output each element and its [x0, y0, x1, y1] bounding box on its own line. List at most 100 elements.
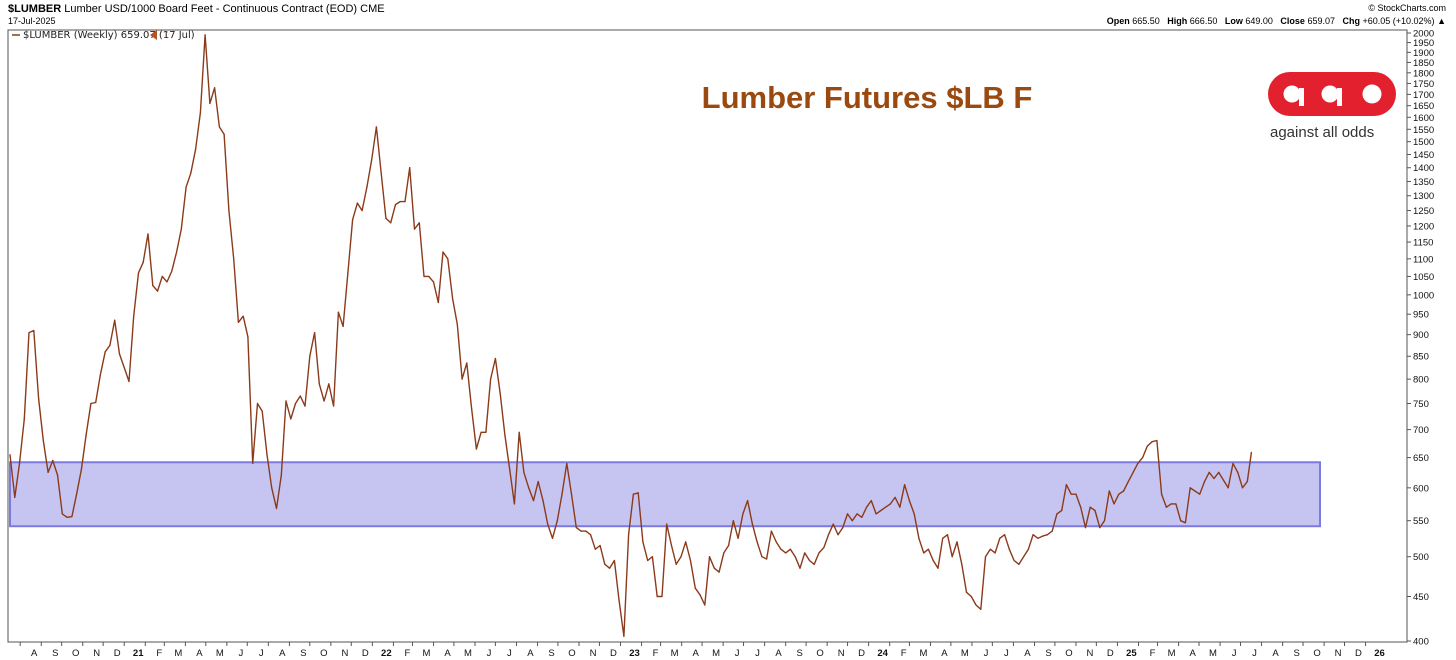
price-point	[1046, 534, 1049, 536]
price-point	[237, 321, 240, 323]
price-point	[885, 506, 887, 508]
price-point	[1042, 535, 1044, 537]
price-point	[794, 556, 796, 558]
price-point	[204, 34, 206, 36]
x-tick-label: J	[487, 648, 492, 659]
x-tick-label: D	[1107, 648, 1114, 659]
price-point	[708, 556, 711, 558]
price-point	[1051, 530, 1053, 532]
price-point	[304, 405, 306, 407]
price-point	[647, 559, 649, 562]
y-tick-label: 950	[1413, 310, 1429, 321]
price-point	[761, 556, 763, 558]
price-point	[999, 537, 1001, 539]
price-point	[342, 325, 344, 327]
price-point	[818, 552, 820, 554]
y-tick-label: 1850	[1413, 58, 1434, 69]
x-tick-label: O	[72, 648, 79, 659]
x-tick-label: F	[405, 648, 411, 659]
price-point	[1232, 462, 1234, 465]
price-point	[804, 552, 806, 554]
price-point	[461, 378, 463, 380]
price-point	[328, 383, 330, 385]
price-point	[970, 595, 972, 598]
chg-value: +60.05 (+10.02%)	[1362, 16, 1435, 26]
price-point	[1237, 471, 1239, 474]
price-point	[1070, 493, 1072, 495]
y-tick-label: 1150	[1413, 238, 1433, 249]
price-point	[656, 595, 658, 598]
price-point	[1013, 559, 1015, 562]
price-point	[1218, 471, 1220, 474]
x-tick-label: J	[735, 648, 740, 659]
y-tick-label: 550	[1413, 516, 1429, 527]
x-tick-label: A	[1189, 648, 1196, 659]
x-tick-label: M	[216, 648, 224, 659]
price-point	[437, 301, 439, 304]
price-point	[585, 530, 587, 532]
x-tick-label: N	[590, 648, 597, 659]
price-point	[332, 405, 335, 407]
x-tick-label: J	[984, 648, 989, 659]
price-point	[1008, 548, 1010, 550]
price-point	[937, 567, 939, 569]
price-point	[951, 556, 953, 558]
marker-dots: ···	[160, 28, 169, 38]
price-point	[209, 102, 211, 104]
price-point	[661, 595, 663, 598]
y-tick-label: 1350	[1413, 177, 1434, 188]
price-point	[47, 471, 49, 474]
chart-header: $LUMBER Lumber USD/1000 Board Feet - Con…	[8, 3, 385, 15]
price-point	[604, 563, 606, 565]
legend-text: $LUMBER (Weekly) 659.07 (17 Jul)	[23, 30, 195, 41]
price-point	[199, 112, 201, 114]
x-tick-label: S	[1293, 648, 1299, 659]
price-point	[894, 496, 896, 498]
price-point	[366, 186, 368, 188]
price-point	[1213, 477, 1215, 480]
price-point	[1122, 490, 1125, 492]
x-tick-label: M	[422, 648, 430, 659]
price-line-series	[9, 34, 1253, 637]
y-tick-label: 1700	[1413, 90, 1434, 101]
price-point	[1084, 527, 1087, 529]
price-point	[399, 200, 401, 203]
aao-circles-logo	[1268, 72, 1396, 116]
x-tick-label: D	[610, 648, 617, 659]
x-tick-label: S	[797, 648, 803, 659]
x-tick-label: A	[279, 648, 286, 659]
x-tick-label: D	[858, 648, 865, 659]
price-point	[228, 209, 230, 212]
price-point	[1099, 527, 1101, 529]
x-tick-label: 21	[133, 648, 144, 659]
price-point	[385, 217, 387, 219]
price-point	[537, 480, 539, 483]
price-point	[832, 523, 834, 525]
y-tick-label: 450	[1413, 592, 1429, 603]
plot-frame	[7, 29, 1408, 643]
price-point	[623, 635, 625, 637]
price-point	[766, 558, 768, 560]
price-point	[751, 523, 753, 525]
price-point	[713, 567, 715, 569]
price-point	[1208, 471, 1210, 474]
price-point	[1146, 445, 1148, 447]
price-point	[1161, 493, 1163, 495]
price-point	[528, 487, 530, 489]
x-tick-label: J	[507, 648, 512, 659]
x-tick-label: J	[259, 648, 264, 659]
x-tick-label: A	[196, 648, 203, 659]
price-point	[1094, 509, 1096, 512]
price-point	[813, 563, 815, 565]
price-point	[1184, 522, 1187, 524]
price-point	[409, 167, 411, 169]
price-point	[337, 311, 339, 313]
y-tick-label: 700	[1413, 425, 1429, 436]
price-point	[404, 200, 406, 203]
x-tick-label: 23	[629, 648, 640, 659]
last-value-arrow-icon	[150, 30, 157, 40]
price-point	[961, 563, 963, 565]
price-point	[965, 591, 968, 593]
price-point	[361, 209, 363, 212]
x-tick-label: 24	[877, 648, 888, 659]
